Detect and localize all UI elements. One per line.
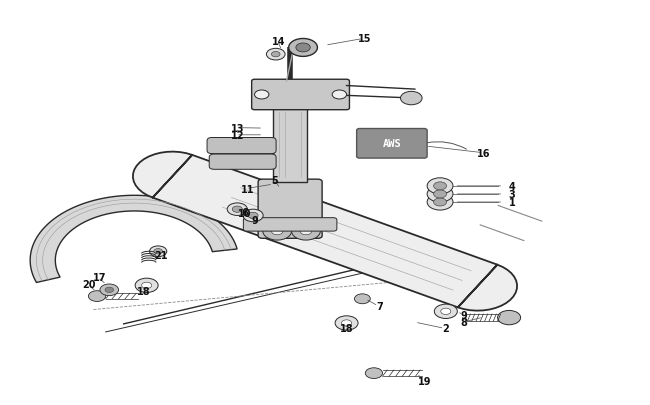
Circle shape: [263, 223, 292, 241]
Text: 18: 18: [340, 324, 354, 334]
FancyBboxPatch shape: [258, 180, 322, 239]
Circle shape: [154, 249, 162, 254]
Circle shape: [427, 186, 453, 202]
Circle shape: [150, 246, 167, 257]
Circle shape: [272, 228, 283, 235]
Circle shape: [266, 49, 285, 61]
Circle shape: [427, 178, 453, 194]
Circle shape: [300, 228, 312, 235]
Text: 9: 9: [460, 310, 467, 320]
Text: 11: 11: [241, 184, 255, 194]
FancyBboxPatch shape: [252, 80, 350, 111]
FancyBboxPatch shape: [273, 109, 307, 182]
Circle shape: [434, 198, 447, 207]
Circle shape: [441, 309, 451, 315]
Circle shape: [332, 91, 346, 100]
Text: 4: 4: [508, 181, 515, 192]
Circle shape: [88, 291, 106, 302]
Text: 1: 1: [508, 198, 515, 207]
Circle shape: [365, 368, 383, 379]
Text: 18: 18: [137, 286, 151, 296]
Circle shape: [498, 311, 521, 325]
Circle shape: [227, 203, 248, 216]
Circle shape: [100, 284, 118, 296]
Circle shape: [243, 210, 263, 222]
Text: 3: 3: [508, 190, 515, 199]
Text: 5: 5: [271, 176, 278, 186]
Text: 7: 7: [376, 301, 383, 311]
Text: 2: 2: [443, 324, 449, 334]
Polygon shape: [133, 152, 517, 311]
Circle shape: [232, 207, 242, 213]
Text: 15: 15: [358, 34, 371, 45]
FancyBboxPatch shape: [207, 138, 276, 154]
Text: 13: 13: [231, 124, 244, 133]
Text: 8: 8: [460, 317, 467, 327]
Text: 19: 19: [417, 376, 431, 386]
Text: 14: 14: [272, 36, 286, 47]
Circle shape: [135, 279, 158, 293]
Circle shape: [427, 194, 453, 211]
FancyBboxPatch shape: [209, 155, 276, 170]
Circle shape: [335, 316, 358, 330]
Circle shape: [354, 294, 370, 304]
FancyBboxPatch shape: [243, 218, 337, 232]
Text: 10: 10: [238, 208, 251, 218]
Circle shape: [289, 39, 317, 57]
Circle shape: [434, 182, 447, 190]
Text: 9: 9: [252, 215, 259, 225]
Text: 21: 21: [154, 250, 168, 260]
Circle shape: [400, 92, 422, 106]
Circle shape: [272, 52, 280, 58]
Circle shape: [296, 44, 310, 53]
Circle shape: [105, 288, 114, 293]
Circle shape: [434, 190, 447, 198]
Text: AWS: AWS: [382, 139, 401, 149]
FancyBboxPatch shape: [357, 129, 427, 159]
Circle shape: [142, 283, 151, 289]
Circle shape: [248, 213, 258, 219]
Circle shape: [434, 305, 458, 319]
Text: 16: 16: [476, 148, 490, 158]
Polygon shape: [30, 196, 237, 283]
Text: 6: 6: [241, 207, 248, 217]
Circle shape: [255, 91, 269, 100]
Text: 20: 20: [83, 280, 96, 290]
Circle shape: [292, 223, 320, 241]
Text: 17: 17: [92, 273, 106, 283]
Circle shape: [341, 320, 352, 326]
Text: 12: 12: [231, 130, 244, 141]
